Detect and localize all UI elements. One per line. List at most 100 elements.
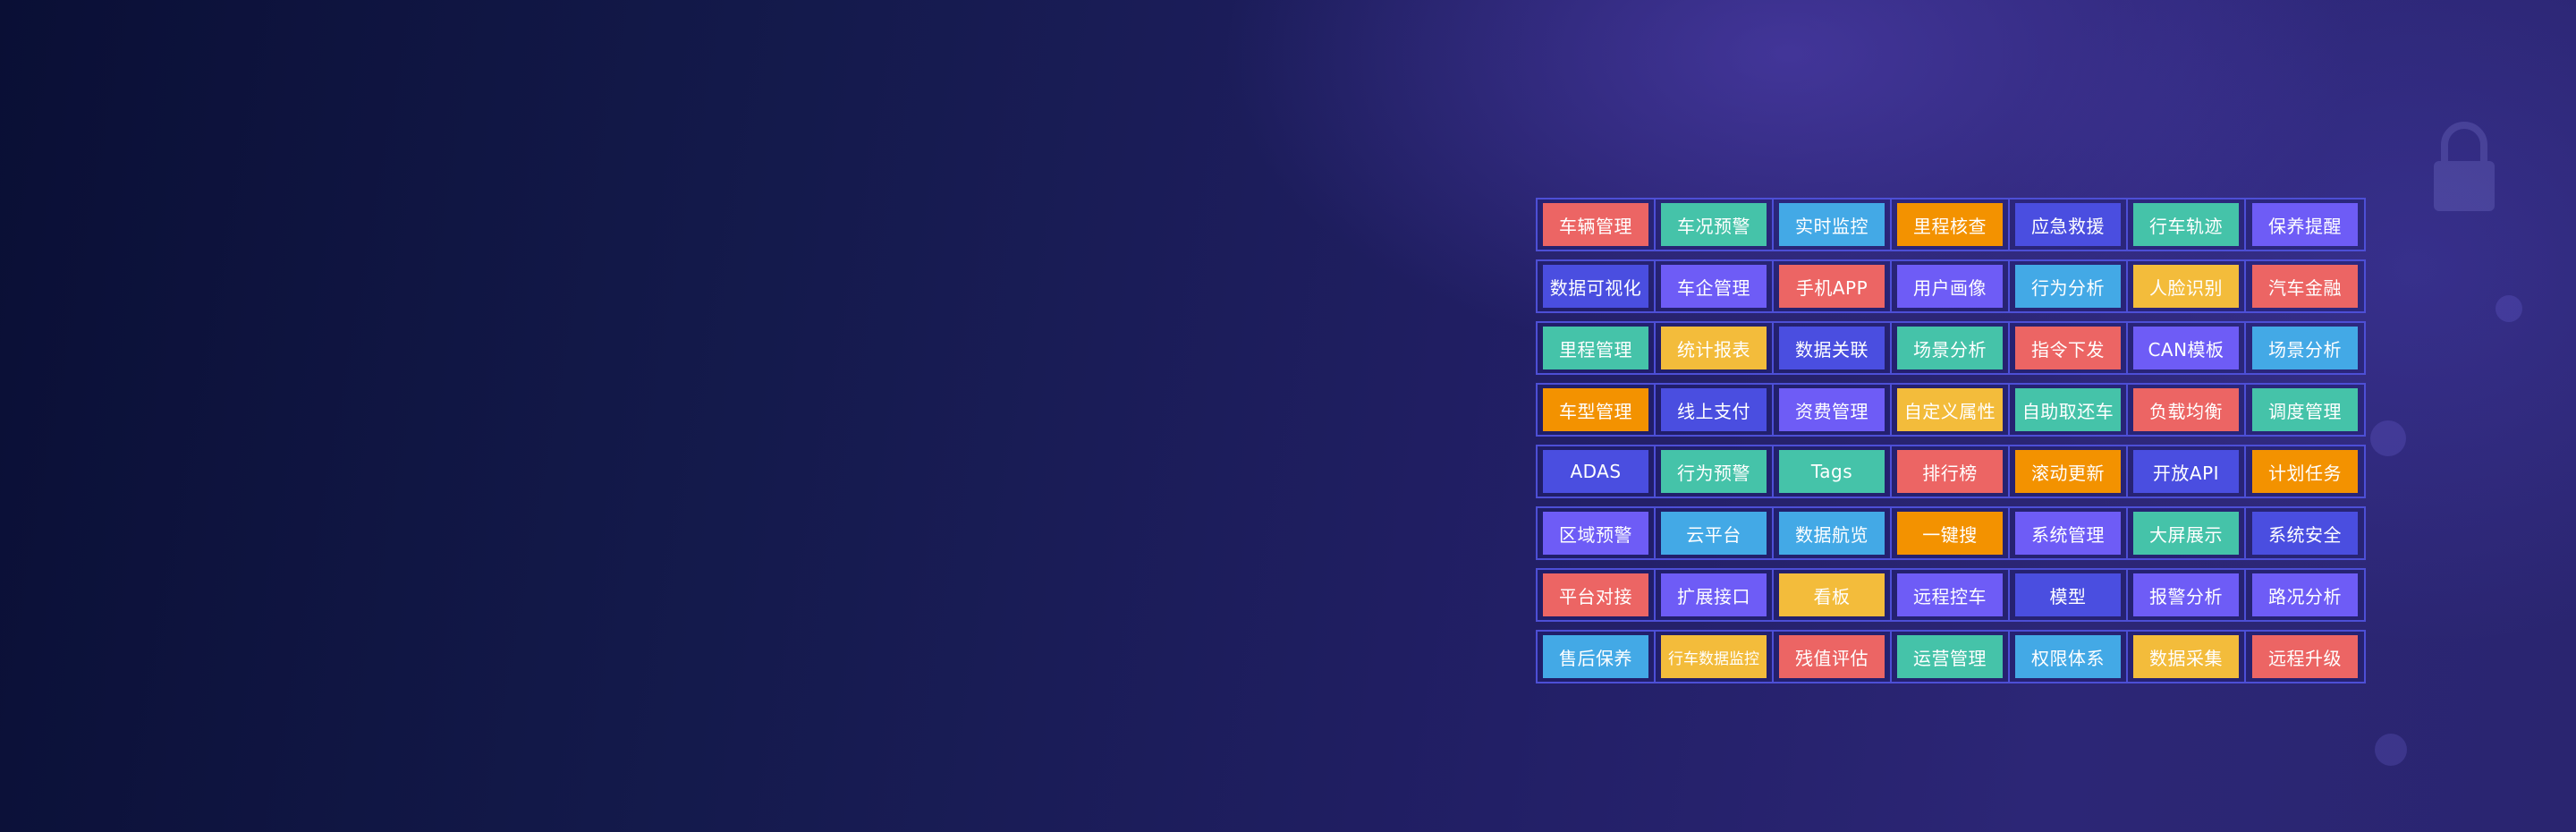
feature-cell: 扩展接口 <box>1656 570 1774 620</box>
decor-dot <box>2496 295 2522 322</box>
feature-tag-button[interactable]: 保养提醒 <box>2252 203 2358 246</box>
feature-tag-button[interactable]: 行为预警 <box>1661 450 1767 493</box>
feature-cell: 车型管理 <box>1538 385 1656 435</box>
feature-cell: 平台对接 <box>1538 570 1656 620</box>
feature-cell: 看板 <box>1774 570 1892 620</box>
feature-cell: 汽车金融 <box>2246 261 2364 311</box>
feature-cell: 数据关联 <box>1774 323 1892 373</box>
feature-cell: 云平台 <box>1656 508 1774 558</box>
feature-cell: 实时监控 <box>1774 200 1892 250</box>
feature-tag-button[interactable]: 远程控车 <box>1897 573 2003 616</box>
feature-cell: 系统安全 <box>2246 508 2364 558</box>
feature-tag-button[interactable]: 行车数据监控 <box>1661 635 1767 678</box>
feature-tag-button[interactable]: 路况分析 <box>2252 573 2358 616</box>
feature-tag-button[interactable]: 里程管理 <box>1543 327 1648 369</box>
feature-tag-button[interactable]: 统计报表 <box>1661 327 1767 369</box>
feature-tag-button[interactable]: 滚动更新 <box>2015 450 2121 493</box>
feature-tag-button[interactable]: 行为分析 <box>2015 265 2121 308</box>
lock-icon <box>2434 122 2495 211</box>
feature-cell: 手机APP <box>1774 261 1892 311</box>
feature-tag-button[interactable]: 排行榜 <box>1897 450 2003 493</box>
feature-tag-button[interactable]: Tags <box>1779 450 1885 493</box>
feature-tag-button[interactable]: 自定义属性 <box>1897 388 2003 431</box>
feature-tag-button[interactable]: 车型管理 <box>1543 388 1648 431</box>
feature-row: 车型管理 线上支付 资费管理 自定义属性 自助取还车 负载均衡 调度管理 <box>1536 383 2366 437</box>
feature-cell: 车辆管理 <box>1538 200 1656 250</box>
feature-tag-button[interactable]: 系统管理 <box>2015 512 2121 555</box>
feature-tag-button[interactable]: 汽车金融 <box>2252 265 2358 308</box>
feature-tag-button[interactable]: 调度管理 <box>2252 388 2358 431</box>
feature-tag-button[interactable]: 云平台 <box>1661 512 1767 555</box>
feature-cell: 计划任务 <box>2246 446 2364 497</box>
feature-cell: 滚动更新 <box>2010 446 2128 497</box>
feature-tag-button[interactable]: 售后保养 <box>1543 635 1648 678</box>
feature-cell: 开放API <box>2128 446 2246 497</box>
feature-cell: 运营管理 <box>1892 632 2010 682</box>
feature-cell: 模型 <box>2010 570 2128 620</box>
decor-dot <box>2375 734 2407 766</box>
feature-tag-button[interactable]: 计划任务 <box>2252 450 2358 493</box>
feature-tag-button[interactable]: 大屏展示 <box>2133 512 2239 555</box>
feature-tag-button[interactable]: 残值评估 <box>1779 635 1885 678</box>
feature-tag-button[interactable]: 权限体系 <box>2015 635 2121 678</box>
feature-cell: 里程管理 <box>1538 323 1656 373</box>
feature-tag-button[interactable]: 运营管理 <box>1897 635 2003 678</box>
feature-cell: 数据可视化 <box>1538 261 1656 311</box>
feature-cell: 区域预警 <box>1538 508 1656 558</box>
feature-tag-button[interactable]: 远程升级 <box>2252 635 2358 678</box>
feature-tag-button[interactable]: 资费管理 <box>1779 388 1885 431</box>
feature-tag-button[interactable]: 车辆管理 <box>1543 203 1648 246</box>
feature-tag-button[interactable]: 开放API <box>2133 450 2239 493</box>
feature-tag-button[interactable]: 场景分析 <box>1897 327 2003 369</box>
feature-tag-button[interactable]: 车企管理 <box>1661 265 1767 308</box>
feature-cell: 权限体系 <box>2010 632 2128 682</box>
feature-tag-button[interactable]: 平台对接 <box>1543 573 1648 616</box>
feature-tag-button[interactable]: 看板 <box>1779 573 1885 616</box>
feature-tag-button[interactable]: 指令下发 <box>2015 327 2121 369</box>
feature-cell: 场景分析 <box>2246 323 2364 373</box>
feature-tag-button[interactable]: 一键搜 <box>1897 512 2003 555</box>
feature-cell: 车况预警 <box>1656 200 1774 250</box>
feature-tag-button[interactable]: 报警分析 <box>2133 573 2239 616</box>
feature-cell: 线上支付 <box>1656 385 1774 435</box>
feature-cell: 资费管理 <box>1774 385 1892 435</box>
feature-cell: 报警分析 <box>2128 570 2246 620</box>
feature-tag-button[interactable]: CAN模板 <box>2133 327 2239 369</box>
feature-row: 售后保养 行车数据监控 残值评估 运营管理 权限体系 数据采集 远程升级 <box>1536 630 2366 683</box>
feature-tag-button[interactable]: 系统安全 <box>2252 512 2358 555</box>
feature-cell: 残值评估 <box>1774 632 1892 682</box>
feature-tag-button[interactable]: 里程核查 <box>1897 203 2003 246</box>
feature-tag-button[interactable]: 应急救援 <box>2015 203 2121 246</box>
feature-tag-button[interactable]: 手机APP <box>1779 265 1885 308</box>
feature-tag-button[interactable]: 数据可视化 <box>1543 265 1648 308</box>
feature-cell: 场景分析 <box>1892 323 2010 373</box>
feature-tag-button[interactable]: 行车轨迹 <box>2133 203 2239 246</box>
feature-tag-button[interactable]: 数据采集 <box>2133 635 2239 678</box>
feature-tag-button[interactable]: 线上支付 <box>1661 388 1767 431</box>
feature-tag-button[interactable]: 自助取还车 <box>2015 388 2121 431</box>
feature-tag-button[interactable]: 人脸识别 <box>2133 265 2239 308</box>
feature-tag-button[interactable]: 实时监控 <box>1779 203 1885 246</box>
feature-cell: 数据采集 <box>2128 632 2246 682</box>
feature-tag-button[interactable]: 场景分析 <box>2252 327 2358 369</box>
feature-cell: 大屏展示 <box>2128 508 2246 558</box>
feature-row: 车辆管理 车况预警 实时监控 里程核查 应急救援 行车轨迹 保养提醒 <box>1536 198 2366 251</box>
feature-cell: 指令下发 <box>2010 323 2128 373</box>
feature-cell: 行为预警 <box>1656 446 1774 497</box>
feature-tag-button[interactable]: 扩展接口 <box>1661 573 1767 616</box>
feature-tag-button[interactable]: 模型 <box>2015 573 2121 616</box>
feature-tag-button[interactable]: 数据航览 <box>1779 512 1885 555</box>
feature-cell: 行为分析 <box>2010 261 2128 311</box>
feature-tag-button[interactable]: 数据关联 <box>1779 327 1885 369</box>
feature-cell: 保养提醒 <box>2246 200 2364 250</box>
feature-cell: 调度管理 <box>2246 385 2364 435</box>
feature-tag-button[interactable]: 用户画像 <box>1897 265 2003 308</box>
feature-cell: 数据航览 <box>1774 508 1892 558</box>
feature-cell: 用户画像 <box>1892 261 2010 311</box>
feature-tag-button[interactable]: ADAS <box>1543 450 1648 493</box>
feature-tag-button[interactable]: 区域预警 <box>1543 512 1648 555</box>
feature-tag-button[interactable]: 车况预警 <box>1661 203 1767 246</box>
feature-cell: 系统管理 <box>2010 508 2128 558</box>
feature-row: 区域预警 云平台 数据航览 一键搜 系统管理 大屏展示 系统安全 <box>1536 506 2366 560</box>
feature-tag-button[interactable]: 负载均衡 <box>2133 388 2239 431</box>
